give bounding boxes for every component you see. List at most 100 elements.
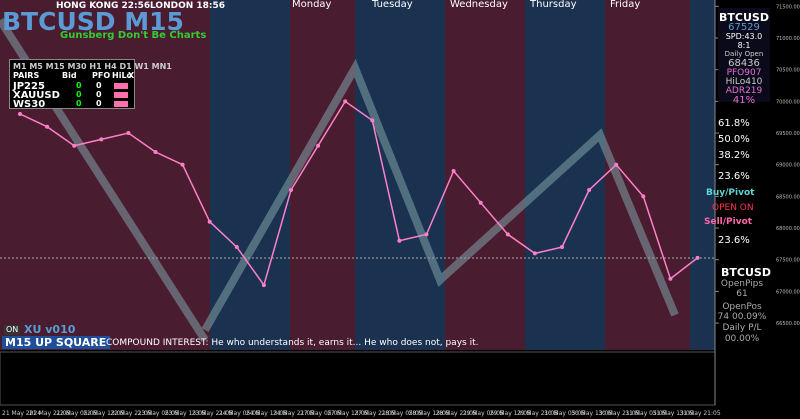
flag [114, 101, 128, 107]
x-tick-label: 30 May 05:05 [544, 410, 586, 417]
price-point [505, 232, 510, 237]
col-header: X [128, 71, 135, 80]
price-point [18, 112, 22, 117]
price-point [234, 245, 239, 250]
x-tick-label: 29 May 21:05 [516, 410, 559, 417]
open-pos: 74 00.09% [717, 312, 767, 322]
chart-title: BTCUSD M15 [2, 7, 184, 36]
price-point [587, 188, 592, 193]
x-tick-label: 29 May 13:05 [489, 410, 531, 417]
price-point [641, 194, 646, 199]
open-on: OPEN ON [712, 203, 754, 213]
price-point [45, 124, 50, 129]
open-pips-label: OpenPips [720, 279, 764, 289]
day-label: Thursday [530, 0, 577, 10]
y-tick-label: 71000.00 [776, 36, 800, 42]
x-tick-label: 22 May 21:05 [110, 410, 152, 417]
pair: XAUUSD [13, 90, 60, 101]
timeframes: M1 M5 M15 M30 H1 H4 D1 W1 MN1 [13, 62, 172, 71]
x-tick-label: 24 May 05:05 [218, 410, 260, 417]
open-pips: 61 [736, 289, 748, 299]
subtitle: Gunsberg Don't Be Charts [60, 30, 207, 41]
open-pos-label: OpenPos [722, 302, 762, 312]
fib-level: 23.6% [718, 171, 750, 182]
x-tick-label: 22 May 05:05 [56, 410, 98, 417]
daily-pl: 00.00% [724, 334, 760, 344]
price-point [316, 143, 321, 148]
day-label: Monday [292, 0, 332, 10]
pfo: PFO907 [726, 68, 762, 78]
price-point [207, 219, 212, 224]
cell: 0 [96, 81, 102, 90]
day-label: Friday [610, 0, 641, 10]
y-tick-label: 67500.00 [776, 258, 800, 264]
x-tick-label: 30 May 21:05 [598, 410, 640, 417]
price-point [668, 276, 673, 281]
x-tick-label: 28 May 21:05 [435, 410, 477, 417]
signal: M15 UP SQUARE [2, 336, 110, 349]
price: 67529 [728, 22, 760, 33]
clock: HONG KONG 22:56 [56, 1, 151, 11]
fib-level: 38.2% [718, 150, 750, 161]
x-tick-label: 30 May 13:05 [571, 410, 613, 417]
cell: 0 [76, 90, 82, 99]
fib-level: 61.8% [718, 118, 750, 129]
price-point [370, 118, 375, 123]
price-point [126, 131, 131, 136]
price-line [19, 100, 698, 287]
day-label: Wednesday [450, 0, 508, 10]
x-tick-label: 21 May 21:05 [29, 410, 71, 417]
x-tick-label: 24 May 21:05 [273, 410, 315, 417]
price-point [343, 99, 348, 104]
price-point [180, 162, 185, 167]
y-tick-label: 67000.00 [776, 289, 800, 295]
x-tick-label: 31 May 05:05 [625, 410, 667, 417]
price-point [153, 150, 158, 155]
col-header: PAIRS [13, 71, 40, 80]
cell: 0 [76, 81, 82, 90]
session-band [690, 0, 715, 350]
fib-level: 50.0% [718, 134, 750, 145]
adr: ADR219 [725, 86, 763, 96]
ratio: 8:1 [737, 41, 751, 50]
symbol: BTCUSD [719, 11, 769, 24]
col-header: HiLo [112, 71, 133, 80]
price-point [451, 169, 456, 174]
price-point [532, 251, 537, 256]
x-tick-label: 27 May 21:05 [354, 410, 396, 417]
cell: 0 [76, 99, 82, 108]
x-tick-label: 28 May 13:05 [408, 410, 450, 417]
price-point [289, 188, 293, 193]
daily-pl-label: Daily P/L [722, 323, 762, 333]
y-tick-label: 68500.00 [776, 194, 800, 200]
symbol: BTCUSD [721, 266, 771, 279]
daily-open: 68436 [728, 58, 760, 69]
y-tick-label: 68000.00 [776, 226, 800, 232]
toggle[interactable]: ON [4, 325, 21, 335]
x-tick-label: 27 May 05:05 [300, 410, 342, 417]
x-tick-label: 23 May 05:05 [137, 410, 179, 417]
clock: LONDON 18:56 [150, 1, 226, 11]
session-band [525, 0, 605, 350]
fib-level: 23.6% [718, 235, 750, 246]
daily-open-label: Daily Open [724, 50, 764, 58]
col-header: PFO [92, 71, 111, 80]
pair: WS30 [13, 99, 46, 110]
session-band [445, 0, 525, 350]
y-tick-label: 70000.00 [776, 99, 800, 105]
y-tick-label: 69500.00 [776, 131, 800, 137]
x-tick-label: 29 May 05:05 [462, 410, 504, 417]
price-point [478, 200, 483, 205]
flag [114, 83, 128, 89]
price-point [261, 283, 266, 288]
price-point [614, 162, 619, 167]
pair: JP225 [13, 81, 45, 92]
col-header: Bid [62, 71, 77, 80]
y-tick-label: 71500.00 [776, 4, 800, 10]
x-tick-label: 31 May 21:05 [679, 410, 721, 417]
x-tick-label: 24 May 13:05 [245, 410, 288, 417]
day-label: Tuesday [372, 0, 413, 10]
x-tick-label: 22 May 13:05 [83, 410, 125, 417]
price-point [424, 232, 429, 237]
